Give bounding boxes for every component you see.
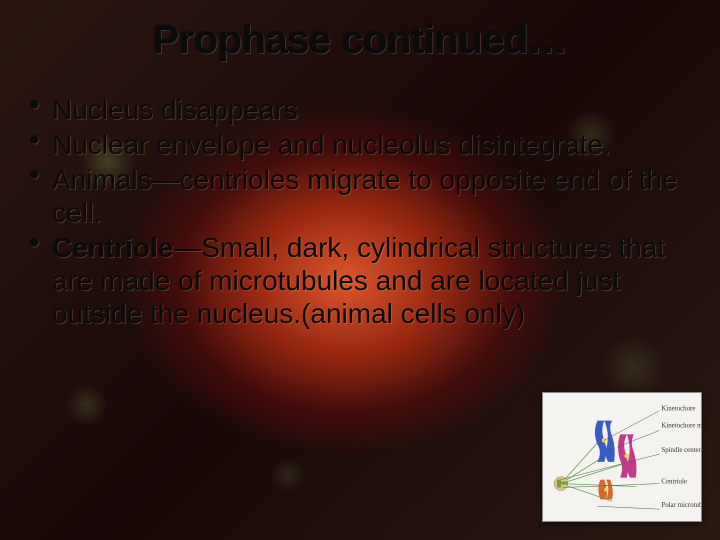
diagram-label: Kinetochore microtubule bbox=[661, 422, 701, 429]
diagram-label: Polar microtubule bbox=[661, 502, 701, 509]
bullet-item: Animals—centrioles migrate to opposite e… bbox=[26, 163, 694, 229]
inset-diagram: Kinetochore Kinetochore microtubule Spin… bbox=[542, 392, 702, 522]
bullet-bold-prefix: Centriole bbox=[52, 232, 173, 263]
diagram-label: Centriole bbox=[661, 479, 687, 486]
bullet-text: Nucleus disappears bbox=[52, 94, 298, 125]
mitosis-diagram-icon: Kinetochore Kinetochore microtubule Spin… bbox=[543, 393, 701, 521]
bullet-item: Centriole—Small, dark, cylindrical struc… bbox=[26, 231, 694, 330]
bullet-text: Animals—centrioles migrate to opposite e… bbox=[52, 164, 678, 228]
bullet-item: Nucleus disappears bbox=[26, 93, 694, 126]
slide: Prophase continued… Nucleus disappears N… bbox=[0, 0, 720, 540]
diagram-label: Spindle center (centrosome) bbox=[661, 447, 701, 454]
bullet-item: Nuclear envelope and nucleolus disintegr… bbox=[26, 128, 694, 161]
bullet-text: Nuclear envelope and nucleolus disintegr… bbox=[52, 129, 611, 160]
slide-title: Prophase continued… bbox=[22, 18, 698, 63]
centrosome-icon bbox=[554, 477, 568, 491]
bullet-list: Nucleus disappears Nuclear envelope and … bbox=[22, 93, 698, 330]
diagram-label: Kinetochore bbox=[661, 406, 695, 413]
